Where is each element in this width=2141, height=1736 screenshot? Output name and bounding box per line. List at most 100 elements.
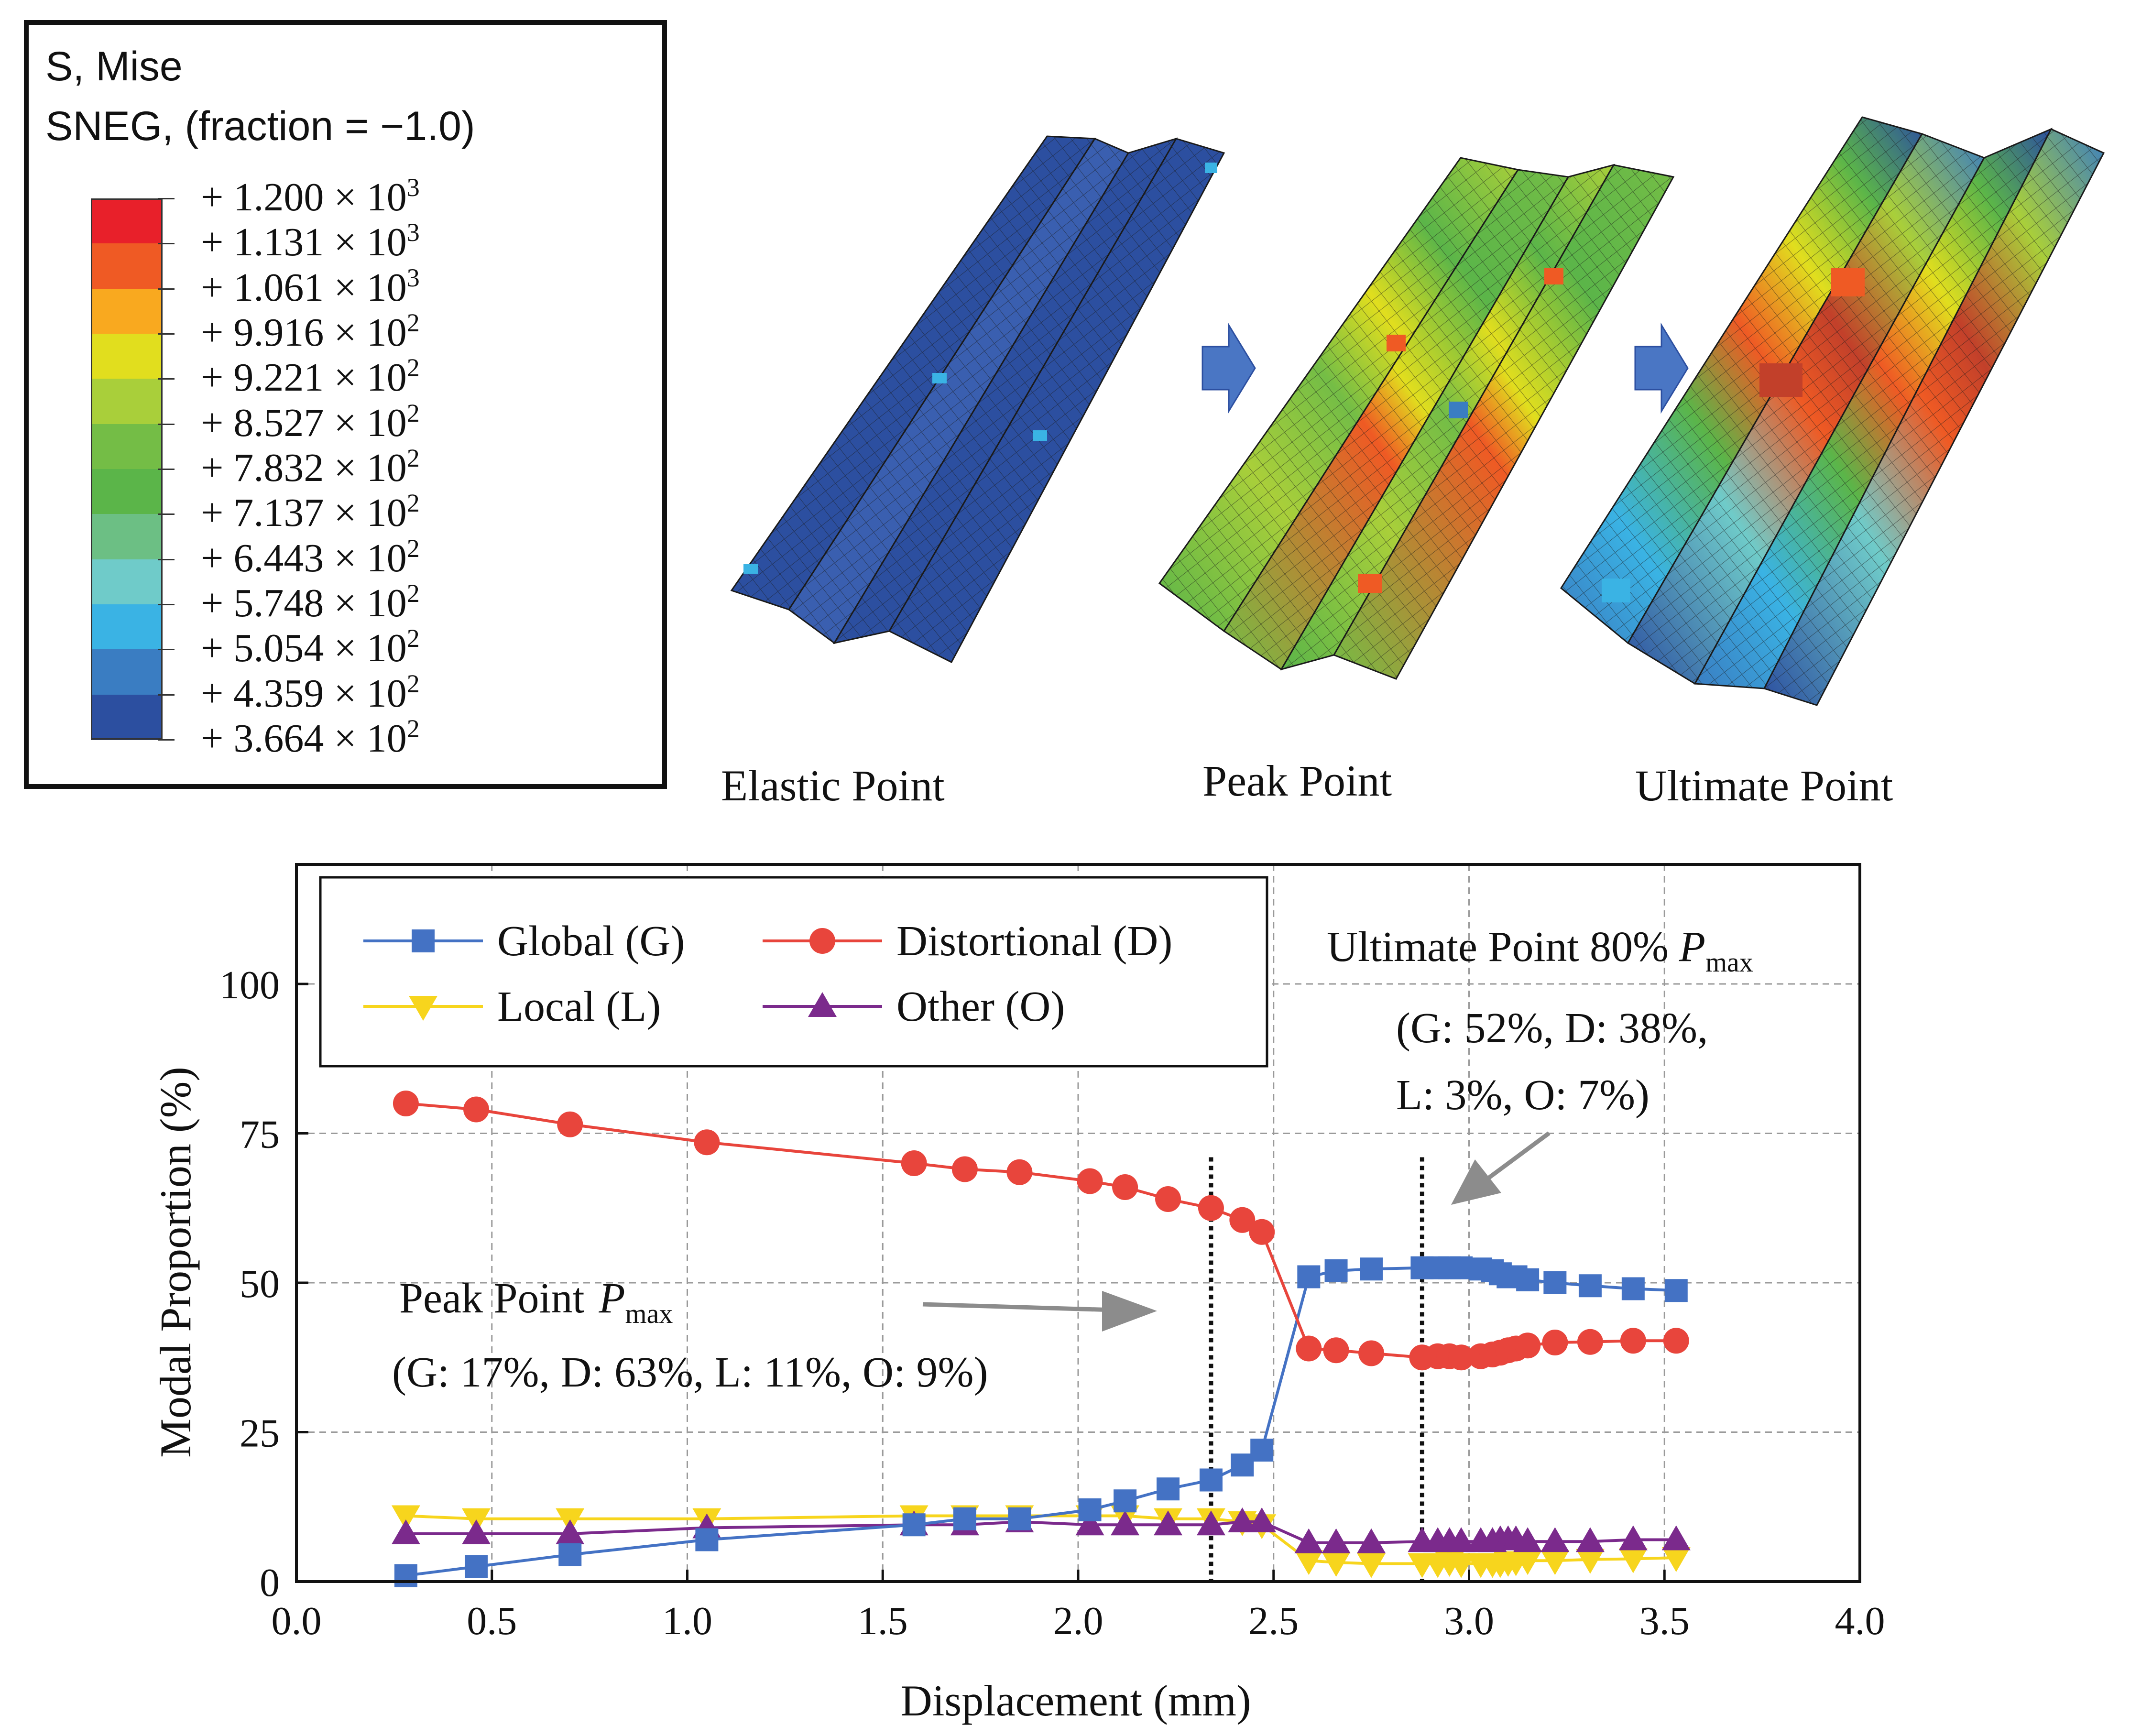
ultimate-pointer-arrow-icon	[1483, 1131, 1551, 1183]
colorbar-label: + 8.527 × 102	[201, 398, 420, 445]
data-point-other	[1154, 1510, 1183, 1536]
data-point-global	[1199, 1468, 1223, 1492]
data-point-global	[394, 1564, 417, 1587]
data-point-global	[1297, 1265, 1321, 1288]
legend-item-local: Local (L)	[363, 983, 661, 1030]
peak-pointer-arrow-icon	[922, 1302, 1114, 1312]
data-point-global	[465, 1555, 488, 1578]
mesh-peak	[1158, 157, 1675, 680]
data-point-global	[1621, 1277, 1645, 1300]
data-point-global	[695, 1528, 719, 1551]
data-point-other	[1228, 1507, 1257, 1532]
y-tick-label: 25	[240, 1411, 280, 1456]
data-point-local	[1618, 1548, 1648, 1573]
data-point-other	[1294, 1528, 1323, 1553]
data-point-distortional	[1663, 1328, 1689, 1354]
legend-label-other: Other (O)	[896, 983, 1065, 1030]
y-tick-label: 50	[240, 1262, 280, 1306]
data-point-other	[1513, 1527, 1542, 1552]
x-tick-label: 0.0	[272, 1599, 322, 1643]
data-point-global	[1516, 1268, 1540, 1291]
legend-marker-other-icon	[808, 992, 837, 1017]
colorbar-label: + 6.443 × 102	[201, 534, 420, 580]
colorbar-label: + 3.664 × 102	[201, 714, 420, 761]
data-point-other	[1247, 1507, 1277, 1532]
data-point-distortional	[951, 1156, 978, 1182]
y-tick-label: 75	[240, 1113, 280, 1157]
mesh-elastic	[730, 135, 1225, 663]
data-point-distortional	[1577, 1329, 1603, 1355]
colorbar-label: + 9.916 × 102	[201, 308, 420, 355]
data-point-other	[391, 1519, 420, 1544]
colorbar-label: + 9.221 × 102	[201, 353, 420, 400]
x-tick-label: 1.0	[662, 1599, 712, 1643]
data-point-global	[953, 1507, 976, 1530]
colorbar-tick	[158, 604, 175, 605]
data-point-distortional	[1620, 1328, 1646, 1354]
mesh-illustrations	[730, 116, 2105, 706]
colorbar-label: + 7.137 × 102	[201, 489, 420, 535]
data-point-global	[1078, 1498, 1102, 1521]
data-point-global	[1543, 1271, 1567, 1294]
data-point-local	[1357, 1553, 1386, 1578]
legend-label-global: Global (G)	[497, 917, 685, 965]
legend-item-distortional: Distortional (D)	[763, 917, 1172, 965]
data-point-other	[1618, 1525, 1648, 1550]
colorbar-tick	[158, 694, 175, 696]
x-axis-label: Displacement (mm)	[900, 1676, 1251, 1725]
data-point-other	[1447, 1527, 1476, 1552]
colorbar-tick	[158, 243, 175, 245]
chart-legend-frame	[319, 876, 1268, 1068]
data-point-distortional	[463, 1096, 490, 1123]
data-point-distortional	[694, 1129, 720, 1156]
data-point-other	[1661, 1525, 1691, 1550]
colorbar-label: + 1.061 × 103	[201, 263, 420, 310]
data-point-global	[1157, 1477, 1180, 1501]
data-point-local	[391, 1505, 420, 1530]
colorbar-tick	[158, 558, 175, 560]
x-tick-label: 3.5	[1639, 1599, 1690, 1643]
colorbar-swatch	[91, 469, 163, 515]
data-point-distortional	[1006, 1159, 1033, 1185]
data-point-local	[1513, 1550, 1542, 1575]
peak-pointer-arrowhead-icon	[1102, 1291, 1157, 1332]
data-point-global	[1664, 1279, 1688, 1302]
data-point-local	[1661, 1547, 1691, 1572]
x-tick-label: 2.0	[1053, 1599, 1103, 1643]
data-point-local	[1322, 1552, 1351, 1577]
colorbar-tick	[158, 198, 175, 199]
colorbar-swatch	[91, 424, 163, 469]
colorbar-tick	[158, 333, 175, 335]
data-point-other	[1322, 1528, 1351, 1553]
y-tick-label: 0	[260, 1561, 280, 1605]
data-point-distortional	[1198, 1195, 1224, 1221]
colorbar-swatch	[91, 379, 163, 425]
legend-label-distortional: Distortional (D)	[896, 917, 1172, 965]
data-point-local	[1294, 1550, 1323, 1575]
chart-series	[391, 1091, 1691, 1587]
ultimate-pointer-arrowhead-icon	[1451, 1159, 1501, 1205]
legend-item-global: Global (G)	[363, 917, 685, 965]
mesh-ultimate	[1560, 116, 2105, 706]
data-point-distortional	[1112, 1174, 1138, 1200]
x-tick-label: 3.0	[1444, 1599, 1494, 1643]
legend-marker-distortional-icon	[809, 928, 835, 954]
data-point-global	[1250, 1439, 1274, 1462]
colorbar-label: + 5.054 × 102	[201, 624, 420, 671]
stage-arrow-icon	[1634, 322, 1689, 414]
colorbar-label: + 1.131 × 103	[201, 218, 420, 265]
chart-legend: Global (G) Distortional (D) Local (L) Other…	[319, 876, 1268, 1068]
data-point-distortional	[1323, 1337, 1349, 1364]
colorbar-tick	[158, 378, 175, 380]
colorbar-tick	[158, 739, 175, 741]
data-point-distortional	[1542, 1330, 1568, 1355]
data-point-global	[1324, 1259, 1348, 1282]
data-point-distortional	[1358, 1340, 1385, 1366]
peak-annotation-title: Peak Point Pmax	[399, 1275, 673, 1329]
data-point-other	[462, 1519, 491, 1544]
peak-annotation: Peak Point Pmax (G: 17%, D: 63%, L: 11%, …	[392, 1275, 1157, 1396]
colorbar-tick	[158, 649, 175, 651]
data-point-distortional	[1155, 1186, 1181, 1212]
